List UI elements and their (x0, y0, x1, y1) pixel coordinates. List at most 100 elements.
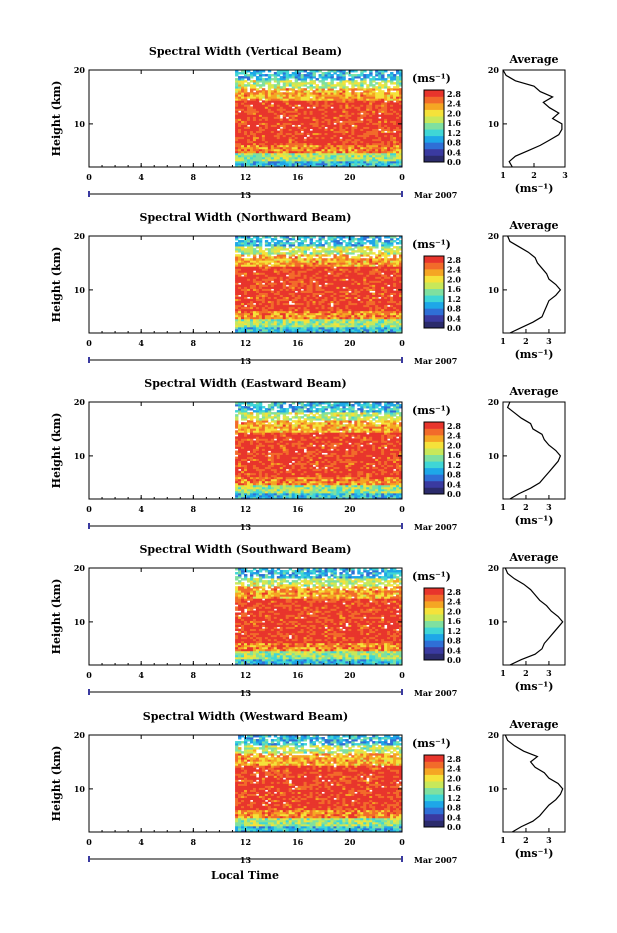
heatmap-cell (307, 254, 310, 256)
heatmap-cell (390, 258, 393, 260)
heatmap-cell (301, 291, 304, 293)
heatmap-cell (330, 250, 333, 252)
heatmap-cell (292, 248, 295, 250)
heatmap-cell (366, 240, 369, 242)
heatmap-cell (390, 297, 393, 299)
panel-title: Spectral Width (Vertical Beam) (149, 45, 342, 58)
heatmap-cell (310, 131, 313, 133)
heatmap-cell (369, 78, 372, 80)
heatmap-cell (381, 274, 384, 276)
heatmap-cell (253, 248, 256, 250)
heatmap-cell (301, 133, 304, 135)
heatmap-cell (325, 248, 328, 250)
heatmap-cell (286, 252, 289, 254)
heatmap-cell (310, 98, 313, 100)
heatmap (235, 70, 402, 167)
heatmap-cell (289, 238, 292, 240)
colorbar-swatch (424, 97, 444, 104)
heatmap-cell (262, 285, 265, 287)
heatmap-cell (286, 119, 289, 121)
heatmap-cell (387, 258, 390, 260)
heatmap-cell (259, 102, 262, 104)
heatmap-cell (396, 76, 399, 78)
heatmap-cell (265, 78, 268, 80)
heatmap-cell (369, 246, 372, 248)
heatmap-cell (345, 280, 348, 282)
heatmap-cell (283, 242, 286, 244)
heatmap-cell (390, 92, 393, 94)
heatmap-cell (292, 305, 295, 307)
heatmap-cell (256, 88, 259, 90)
x-tick-label: 0 (399, 172, 405, 182)
heatmap-cell (327, 82, 330, 84)
heatmap-cell (354, 88, 357, 90)
heatmap-cell (357, 254, 360, 256)
heatmap-cell (271, 78, 274, 80)
x-tick-label: 4 (138, 172, 144, 182)
heatmap-cell (241, 76, 244, 78)
heatmap-cell (238, 254, 241, 256)
heatmap-cell (280, 92, 283, 94)
colorbar-tick-label: 0.0 (447, 157, 461, 167)
heatmap-cell (354, 74, 357, 76)
heatmap-cell (247, 82, 250, 84)
heatmap-cell (390, 72, 393, 74)
heatmap-cell (247, 258, 250, 260)
heatmap-cell (393, 86, 396, 88)
heatmap-cell (289, 250, 292, 252)
heatmap-cell (319, 297, 322, 299)
heatmap-cell (357, 74, 360, 76)
heatmap-cell (307, 90, 310, 92)
heatmap-cell (330, 74, 333, 76)
heatmap-cell (393, 291, 396, 293)
heatmap-cell (268, 266, 271, 268)
heatmap-cell (286, 248, 289, 250)
heatmap-cell (235, 78, 238, 80)
heatmap-cell (262, 78, 265, 80)
heatmap-cell (322, 254, 325, 256)
colorbar-tick-label: 1.2 (447, 128, 461, 138)
heatmap-cell (316, 84, 319, 86)
heatmap-cell (360, 258, 363, 260)
heatmap-cell (330, 108, 333, 110)
heatmap-cell (378, 114, 381, 116)
heatmap-cell (241, 240, 244, 242)
heatmap-cell (336, 256, 339, 258)
heatmap-cell (339, 242, 342, 244)
colorbar-swatch (424, 129, 444, 136)
heatmap-cell (280, 119, 283, 121)
heatmap-cell (375, 86, 378, 88)
heatmap-cell (325, 129, 328, 131)
heatmap-cell (268, 74, 271, 76)
heatmap-cell (384, 240, 387, 242)
heatmap-cell (325, 285, 328, 287)
heatmap-cell (319, 287, 322, 289)
heatmap-cell (313, 248, 316, 250)
heatmap-cell (298, 127, 301, 129)
heatmap-cell (274, 72, 277, 74)
heatmap-cell (271, 238, 274, 240)
heatmap-cell (369, 240, 372, 242)
heatmap-cell (298, 242, 301, 244)
heatmap-cell (247, 100, 250, 102)
heatmap-cell (366, 258, 369, 260)
heatmap-cell (259, 84, 262, 86)
heatmap-cell (393, 82, 396, 84)
heatmap-cell (342, 240, 345, 242)
y-tick-label: 10 (74, 119, 86, 129)
heatmap-cell (363, 246, 366, 248)
heatmap-cell (292, 108, 295, 110)
heatmap-cell (393, 240, 396, 242)
heatmap-cell (244, 248, 247, 250)
heatmap-cell (390, 276, 393, 278)
heatmap-cell (271, 264, 274, 266)
heatmap-cell (333, 90, 336, 92)
heatmap-cell (381, 252, 384, 254)
heatmap-cell (322, 244, 325, 246)
heatmap-cell (307, 86, 310, 88)
heatmap-cell (289, 92, 292, 94)
heatmap-cell (289, 80, 292, 82)
heatmap-cell (304, 244, 307, 246)
heatmap-cell (265, 252, 268, 254)
